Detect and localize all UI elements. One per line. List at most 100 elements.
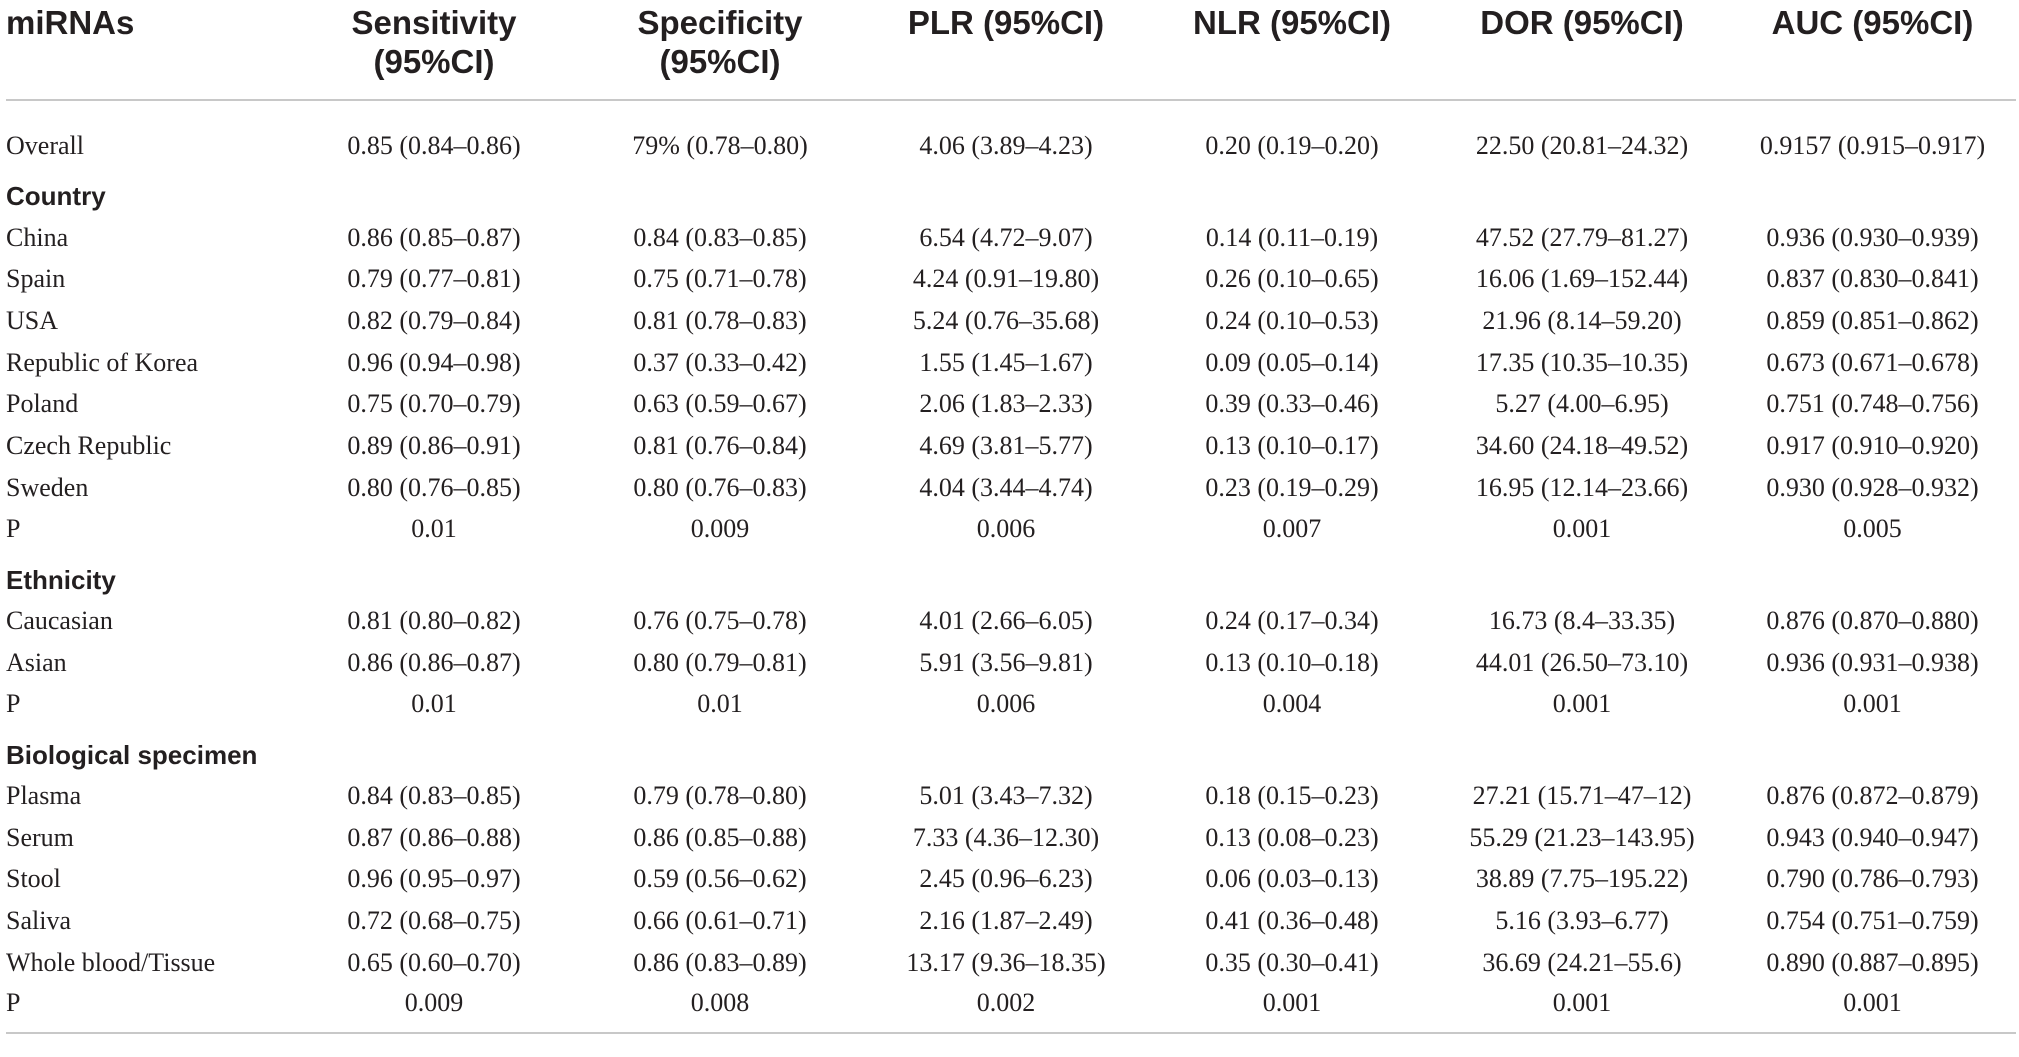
cell-nlr: 0.23 (0.19–0.29) xyxy=(1205,472,1379,502)
cell-specificity: 0.37 (0.33–0.42) xyxy=(633,347,807,377)
section-heading-row: Biological specimen xyxy=(6,725,2016,775)
cell-specificity: 0.01 xyxy=(697,689,743,719)
section-ethnicity: Ethnicity Caucasian 0.81 (0.80–0.82) 0.76 (… xyxy=(6,550,2016,725)
cell-nlr: 0.26 (0.10–0.65) xyxy=(1205,264,1379,294)
cell-auc: 0.943 (0.940–0.947) xyxy=(1766,822,1979,852)
header-mirnas: miRNAs xyxy=(6,4,135,41)
cell-sensitivity: 0.01 xyxy=(411,689,457,719)
cell-specificity: 0.80 (0.76–0.83) xyxy=(633,472,807,502)
row-label: P xyxy=(6,514,21,544)
cell-plr: 4.01 (2.66–6.05) xyxy=(919,606,1093,636)
cell-specificity: 0.79 (0.78–0.80) xyxy=(633,781,807,811)
section-heading-row: Ethnicity xyxy=(6,550,2016,600)
row-label: Republic of Korea xyxy=(6,347,199,377)
cell-nlr: 0.13 (0.10–0.17) xyxy=(1205,430,1379,460)
section-title: Biological specimen xyxy=(6,739,258,770)
cell-specificity: 0.80 (0.79–0.81) xyxy=(633,647,807,677)
cell-auc: 0.917 (0.910–0.920) xyxy=(1766,430,1979,460)
cell-auc: 0.930 (0.928–0.932) xyxy=(1766,472,1979,502)
cell-specificity: 0.81 (0.78–0.83) xyxy=(633,305,807,335)
cell-dor: 0.001 xyxy=(1435,983,1729,1034)
cell-nlr: 0.06 (0.03–0.13) xyxy=(1205,864,1379,894)
cell-nlr: 0.35 (0.30–0.41) xyxy=(1205,947,1379,977)
table-row: USA 0.82 (0.79–0.84) 0.81 (0.78–0.83) 5.24 … xyxy=(6,300,2016,342)
table-body: Overall 0.85 (0.84–0.86) 79% (0.78–0.80)… xyxy=(6,100,2016,167)
table-row: Czech Republic 0.89 (0.86–0.91) 0.81 (0.76… xyxy=(6,425,2016,467)
table-row: Saliva 0.72 (0.68–0.75) 0.66 (0.61–0.71) 2.… xyxy=(6,900,2016,942)
cell-dor: 21.96 (8.14–59.20) xyxy=(1482,305,1682,335)
header-sensitivity: Sensitivity (95%CI) xyxy=(351,4,517,80)
table-row: Republic of Korea 0.96 (0.94–0.98) 0.37 (0… xyxy=(6,342,2016,384)
table-row: Serum 0.87 (0.86–0.88) 0.86 (0.85–0.88) 7.3… xyxy=(6,817,2016,859)
cell-plr: 1.55 (1.45–1.67) xyxy=(919,347,1093,377)
cell-sensitivity: 0.87 (0.86–0.88) xyxy=(347,822,521,852)
cell-dor: 34.60 (24.18–49.52) xyxy=(1475,430,1689,460)
table-row: Asian 0.86 (0.86–0.87) 0.80 (0.79–0.81) 5.9… xyxy=(6,642,2016,684)
section-title: Ethnicity xyxy=(6,564,116,595)
cell-sensitivity: 0.79 (0.77–0.81) xyxy=(347,264,521,294)
cell-specificity: 0.63 (0.59–0.67) xyxy=(633,389,807,419)
cell-dor: 27.21 (15.71–47–12) xyxy=(1472,781,1692,811)
cell-dor: 22.50 (20.81–24.32) xyxy=(1475,130,1689,160)
cell-nlr: 0.41 (0.36–0.48) xyxy=(1205,906,1379,936)
table-row-overall: Overall 0.85 (0.84–0.86) 79% (0.78–0.80)… xyxy=(6,125,2016,167)
cell-dor: 0.001 xyxy=(1552,514,1612,544)
cell-sensitivity: 0.82 (0.79–0.84) xyxy=(347,305,521,335)
section-heading-row: Country xyxy=(6,167,2016,217)
cell-plr: 4.24 (0.91–19.80) xyxy=(912,264,1100,294)
cell-plr: 13.17 (9.36–18.35) xyxy=(906,947,1106,977)
cell-auc: 0.751 (0.748–0.756) xyxy=(1766,389,1979,419)
spacer-row xyxy=(6,100,2016,125)
cell-auc: 0.001 xyxy=(1729,983,2016,1034)
cell-dor: 0.001 xyxy=(1552,689,1612,719)
table-row: P 0.009 0.008 0.002 0.001 0.001 0.001 xyxy=(6,983,2016,1034)
cell-sensitivity: 0.84 (0.83–0.85) xyxy=(347,781,521,811)
cell-auc: 0.837 (0.830–0.841) xyxy=(1766,264,1979,294)
cell-plr: 0.006 xyxy=(976,689,1036,719)
row-label: P xyxy=(6,689,21,719)
row-label: Serum xyxy=(6,822,74,852)
header-dor: DOR (95%CI) xyxy=(1480,4,1684,41)
row-label: Asian xyxy=(6,647,67,677)
cell-auc: 0.936 (0.931–0.938) xyxy=(1766,647,1979,677)
cell-dor: 47.52 (27.79–81.27) xyxy=(1475,222,1689,252)
cell-specificity: 0.84 (0.83–0.85) xyxy=(633,222,807,252)
section-specimen: Biological specimen Plasma 0.84 (0.83–0.85… xyxy=(6,725,2016,1034)
header-auc: AUC (95%CI) xyxy=(1771,4,1974,41)
row-label: P xyxy=(6,983,291,1034)
table-header: miRNAs Sensitivity (95%CI) Specificity (… xyxy=(6,0,2016,100)
cell-auc: 0.9157 (0.915–0.917) xyxy=(1759,130,1986,160)
cell-specificity: 0.59 (0.56–0.62) xyxy=(633,864,807,894)
row-label: Spain xyxy=(6,264,66,294)
cell-nlr: 0.004 xyxy=(1262,689,1322,719)
row-label: Czech Republic xyxy=(6,430,172,460)
row-label: Sweden xyxy=(6,472,89,502)
cell-sensitivity: 0.65 (0.60–0.70) xyxy=(347,947,521,977)
table-row: P 0.01 0.009 0.006 0.007 0.001 0.005 xyxy=(6,509,2016,551)
cell-auc: 0.876 (0.872–0.879) xyxy=(1766,781,1979,811)
table-row: Stool 0.96 (0.95–0.97) 0.59 (0.56–0.62) 2.4… xyxy=(6,859,2016,901)
cell-plr: 5.91 (3.56–9.81) xyxy=(919,647,1093,677)
row-label: USA xyxy=(6,305,59,335)
row-label: Poland xyxy=(6,389,79,419)
cell-auc: 0.754 (0.751–0.759) xyxy=(1766,906,1979,936)
section-title: Country xyxy=(6,181,106,212)
cell-nlr: 0.09 (0.05–0.14) xyxy=(1205,347,1379,377)
cell-nlr: 0.24 (0.10–0.53) xyxy=(1205,305,1379,335)
cell-dor: 16.06 (1.69–152.44) xyxy=(1475,264,1689,294)
cell-specificity: 0.008 xyxy=(577,983,863,1034)
cell-auc: 0.790 (0.786–0.793) xyxy=(1766,864,1979,894)
cell-nlr: 0.24 (0.17–0.34) xyxy=(1205,606,1379,636)
cell-nlr: 0.007 xyxy=(1262,514,1322,544)
row-label: Whole blood/Tissue xyxy=(6,947,216,977)
header-plr: PLR (95%CI) xyxy=(907,4,1105,41)
cell-auc: 0.936 (0.930–0.939) xyxy=(1766,222,1979,252)
cell-specificity: 0.86 (0.85–0.88) xyxy=(633,822,807,852)
cell-plr: 4.06 (3.89–4.23) xyxy=(919,130,1093,160)
cell-sensitivity: 0.72 (0.68–0.75) xyxy=(347,906,521,936)
header-nlr: NLR (95%CI) xyxy=(1192,4,1392,41)
cell-sensitivity: 0.75 (0.70–0.79) xyxy=(347,389,521,419)
cell-dor: 16.95 (12.14–23.66) xyxy=(1475,472,1689,502)
cell-nlr: 0.001 xyxy=(1149,983,1435,1034)
cell-sensitivity: 0.96 (0.95–0.97) xyxy=(347,864,521,894)
